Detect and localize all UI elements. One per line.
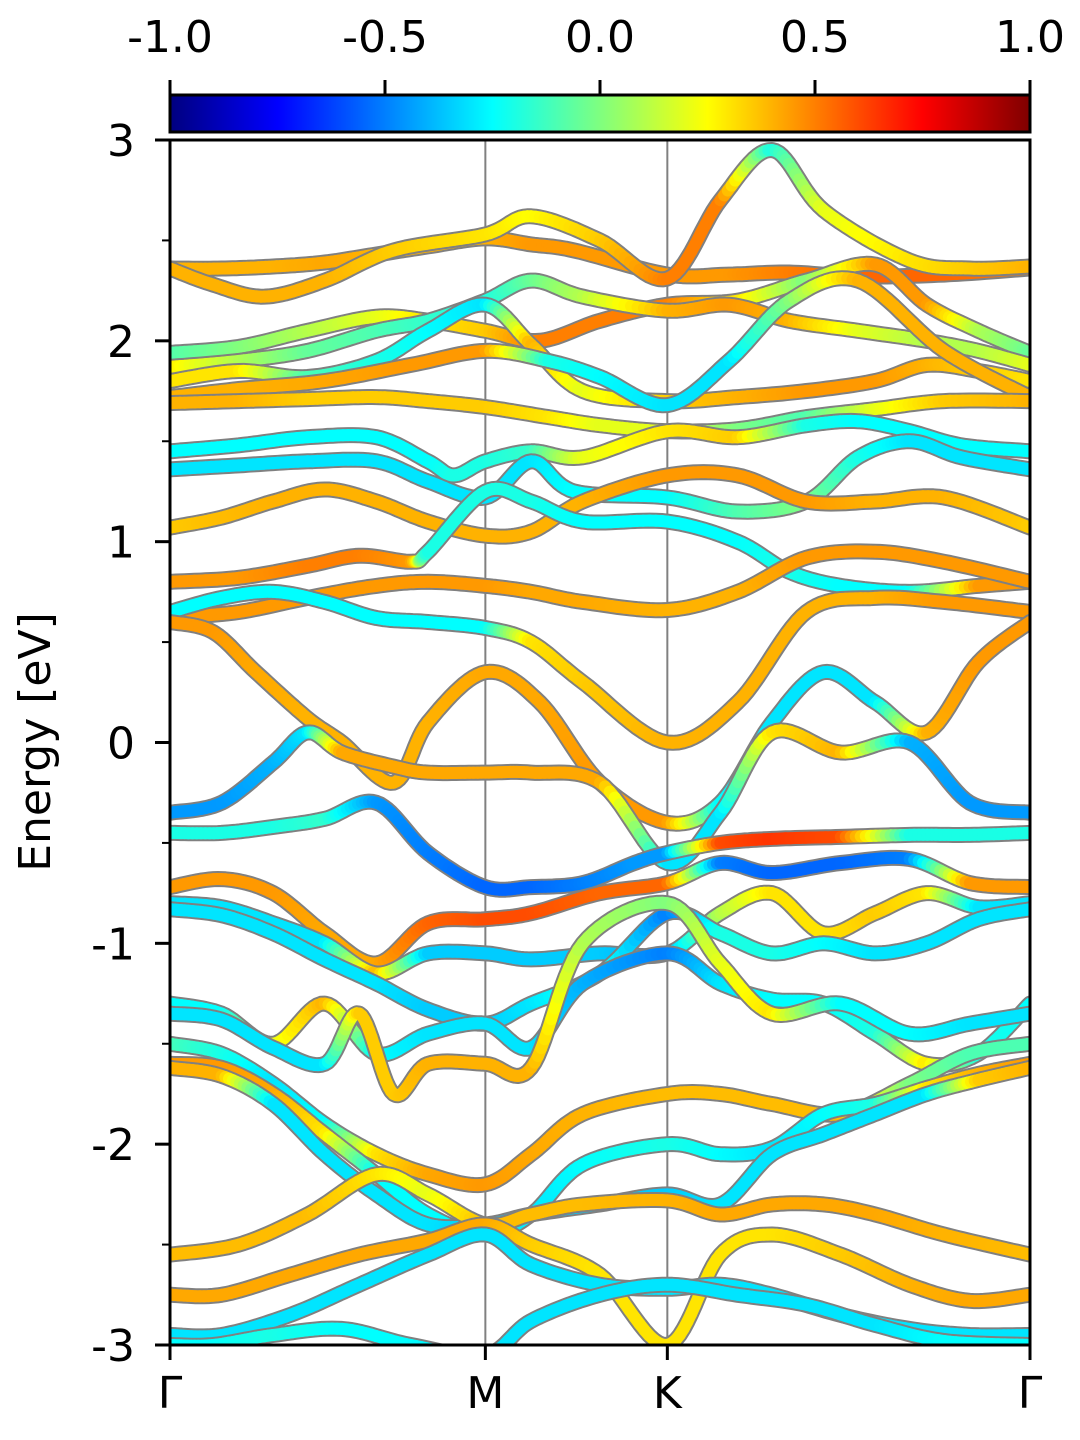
colorbar-tick-label: 1.0 <box>995 12 1065 63</box>
colorbar-tick-label: -0.5 <box>342 12 428 63</box>
bands <box>170 142 1030 1345</box>
band-15 <box>170 722 1030 872</box>
band-outline <box>170 722 1030 872</box>
band-2 <box>170 142 1030 305</box>
colorbar-tick-label: -1.0 <box>127 12 213 63</box>
band-20 <box>170 945 1030 1074</box>
colorbar-gradient <box>168 93 1032 134</box>
band-24 <box>170 1059 1030 1236</box>
colorbar-tick-label: 0.5 <box>780 12 850 63</box>
band-8 <box>170 412 1030 484</box>
band-9 <box>170 433 1030 520</box>
band-21 <box>170 894 1030 1104</box>
band-14 <box>170 614 1030 832</box>
colorbar: -1.0 -0.5 0.0 0.5 1.0 <box>127 12 1065 134</box>
band-16 <box>170 793 1030 898</box>
band-12 <box>170 543 1030 626</box>
colorbar-tick-label: 0.0 <box>565 12 635 63</box>
band-13 <box>170 583 1030 751</box>
colorbar-ticks: -1.0 -0.5 0.0 0.5 1.0 <box>127 12 1065 95</box>
